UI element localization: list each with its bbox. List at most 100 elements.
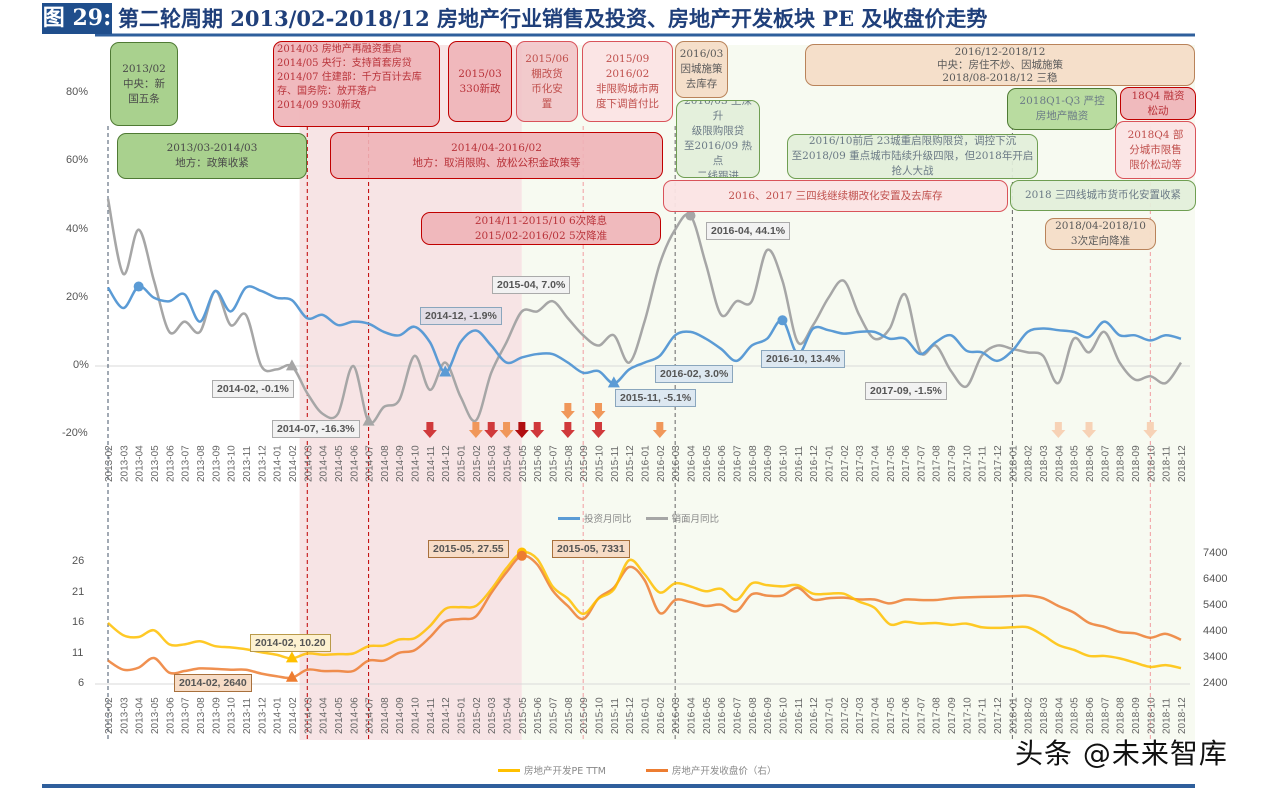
annotation-2016-10: 2016/10前后 23城重启限购限贷，调控下沉 至2018/09 重点城市陆续…: [787, 134, 1038, 179]
x-tick-upper: 2018-05: [1070, 445, 1081, 482]
x-tick-upper: 2017-05: [886, 445, 897, 482]
x-tick-upper: 2015-07: [549, 445, 560, 482]
x-tick-upper: 2018-10: [1146, 445, 1157, 482]
annotation-2013-02: 2013/02 中央：新 国五条: [110, 42, 178, 126]
data-label: 2014-07, -16.3%: [272, 420, 360, 438]
series-close-price: [107, 554, 1182, 680]
x-tick-upper: 2015-10: [595, 445, 606, 482]
x-tick-lower: 2013-06: [165, 697, 176, 734]
x-tick-lower: 2017-08: [932, 697, 943, 734]
x-tick-upper: 2018-12: [1177, 445, 1188, 482]
policy-arrow-icon: [468, 422, 483, 438]
legend-label: 销面月同比: [671, 514, 720, 525]
x-tick-upper: 2017-04: [870, 445, 881, 482]
policy-arrow-icon: [652, 422, 667, 438]
x-tick-upper: 2014-06: [349, 445, 360, 482]
x-tick-upper: 2018-07: [1100, 445, 1111, 482]
x-tick-upper: 2016-10: [778, 445, 789, 482]
x-tick-lower: 2017-09: [947, 697, 958, 734]
x-tick-upper: 2016-07: [732, 445, 743, 482]
x-tick-upper: 2017-07: [916, 445, 927, 482]
annotation-rate-cuts: 2014/11-2015/10 6次降息 2015/02-2016/02 5次降…: [421, 212, 661, 245]
x-tick-lower: 2013-02: [104, 697, 115, 734]
annotation-2016-12-2018-12: 2016/12-2018/12 中央：房住不炒、因城施策 2018/08-201…: [805, 44, 1195, 86]
x-tick-upper: 2014-11: [426, 446, 437, 482]
annotation-2018-tier3: 2018 三四线城市货币化安置收紧: [1010, 180, 1196, 211]
x-tick-lower: 2015-04: [503, 697, 514, 734]
x-tick-upper: 2014-07: [365, 445, 376, 482]
x-tick-lower: 2017-06: [901, 697, 912, 734]
x-tick-lower: 2015-09: [579, 697, 590, 734]
data-label: 2016-04, 44.1%: [706, 222, 791, 240]
x-tick-upper: 2014-09: [395, 445, 406, 482]
y-tick: 60%: [66, 154, 89, 166]
x-tick-upper: 2016-09: [763, 445, 774, 482]
annotation-2018q4: 2018Q4 部 分城市限售 限价松动等: [1115, 121, 1196, 179]
x-tick-upper: 2015-11: [610, 446, 621, 482]
y-left-tick: 21: [72, 586, 85, 598]
x-tick-lower: 2013-03: [119, 697, 130, 734]
marker-circle: [685, 210, 696, 221]
legend-swatch: [645, 768, 668, 772]
policy-arrow-icon: [1082, 422, 1097, 438]
y-tick: -20%: [62, 427, 88, 439]
x-tick-lower: 2016-07: [732, 697, 743, 734]
x-tick-upper: 2015-03: [487, 445, 498, 482]
x-tick-lower: 2015-07: [549, 697, 560, 734]
policy-arrow-icon: [422, 422, 437, 438]
marker-triangle: [285, 670, 298, 682]
x-tick-lower: 2017-12: [993, 697, 1004, 734]
x-tick-lower: 2016-03: [671, 697, 682, 734]
x-tick-lower: 2016-05: [702, 697, 713, 734]
x-tick-lower: 2016-08: [748, 697, 759, 734]
marker-circle: [133, 281, 144, 292]
x-tick-lower: 2015-12: [625, 697, 636, 734]
x-tick-upper: 2013-10: [227, 445, 238, 482]
marker-circle: [516, 550, 527, 561]
x-tick-lower: 2014-01: [273, 697, 284, 734]
annotation-2015-03: 2015/03 330新政: [448, 41, 512, 122]
series-pe-ttm: [107, 550, 1182, 670]
x-tick-lower: 2015-01: [457, 697, 468, 734]
x-tick-lower: 2017-05: [886, 697, 897, 734]
x-tick-lower: 2017-07: [916, 697, 927, 734]
watermark: 头条 @未来智库: [1015, 737, 1228, 770]
x-tick-lower: 2013-11: [242, 698, 253, 734]
x-tick-upper: 2016-08: [748, 445, 759, 482]
x-tick-lower: 2014-02: [288, 697, 299, 734]
x-tick-upper: 2014-01: [273, 445, 284, 482]
x-tick-upper: 2016-03: [671, 445, 682, 482]
x-tick-upper: 2013-02: [104, 445, 115, 482]
x-tick-upper: 2013-08: [196, 445, 207, 482]
legend-lower: 房地产开发PE TTM 房地产开发收盘价（右）: [498, 763, 776, 777]
x-tick-lower: 2014-06: [349, 697, 360, 734]
y-right-tick: 6400: [1203, 573, 1228, 585]
y-right-tick: 3400: [1203, 651, 1228, 663]
x-tick-upper: 2018-02: [1024, 445, 1035, 482]
chart-title: 第二轮周期 2013/02-2018/12 房地产行业销售及投资、房地产开发板块…: [118, 6, 988, 31]
x-tick-upper: 2014-08: [380, 445, 391, 482]
x-tick-lower: 2015-03: [487, 697, 498, 734]
x-tick-lower: 2014-10: [411, 697, 422, 734]
x-tick-lower: 2014-03: [303, 697, 314, 734]
x-tick-lower: 2018-06: [1085, 697, 1096, 734]
policy-arrow-icon: [514, 422, 529, 438]
x-tick-lower: 2018-03: [1039, 697, 1050, 734]
data-label: 2015-11, -5.1%: [615, 389, 697, 407]
marker-triangle: [439, 365, 452, 377]
x-tick-lower: 2018-12: [1177, 697, 1188, 734]
x-tick-lower: 2016-06: [717, 697, 728, 734]
x-tick-lower: 2014-11: [426, 698, 437, 734]
marker-triangle: [285, 359, 298, 371]
x-tick-upper: 2016-06: [717, 445, 728, 482]
policy-arrow-icon: [484, 422, 499, 438]
x-tick-lower: 2016-12: [809, 697, 820, 734]
x-tick-lower: 2014-08: [380, 697, 391, 734]
x-tick-upper: 2017-08: [932, 445, 943, 482]
legend-swatch: [645, 516, 668, 520]
marker-circle: [777, 315, 788, 326]
x-tick-lower: 2017-10: [962, 697, 973, 734]
data-label: 2014-12, -1.9%: [420, 307, 502, 325]
x-tick-lower: 2015-08: [564, 697, 575, 734]
x-tick-upper: 2016-05: [702, 445, 713, 482]
